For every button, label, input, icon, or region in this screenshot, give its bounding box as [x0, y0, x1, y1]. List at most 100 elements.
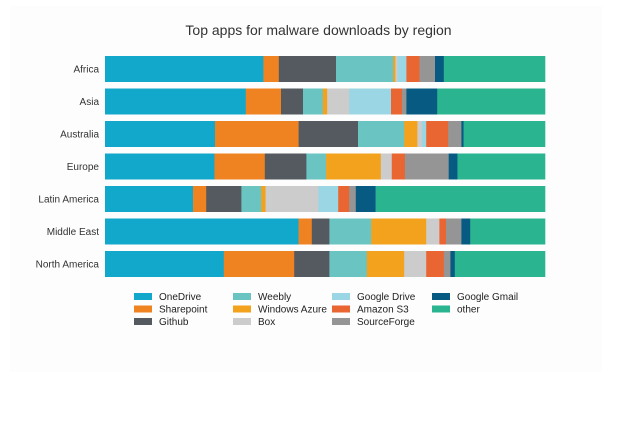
bar-segment-north-america-box [404, 251, 427, 277]
bar-segment-latin-america-google-gmail [355, 186, 376, 212]
bar-segment-australia-weebly [358, 121, 405, 147]
bar-segment-africa-github [278, 56, 337, 82]
legend-item-amazon-s3[interactable]: Amazon S3 [332, 305, 409, 316]
bar-segment-north-america-other [454, 251, 546, 277]
legend-swatch-sourceforge [332, 318, 350, 325]
bar-segment-latin-america-google-drive [318, 186, 339, 212]
bar-segment-europe-box [380, 153, 393, 180]
bar-segment-europe-sharepoint [214, 153, 266, 180]
legend-swatch-weebly [233, 293, 251, 300]
legend-swatch-google-gmail [432, 293, 450, 300]
bar-segment-north-america-sharepoint [223, 251, 295, 277]
bar-segment-europe-other [457, 153, 546, 180]
legend-label-amazon-s3: Amazon S3 [357, 305, 409, 316]
legend-item-github[interactable]: Github [134, 317, 189, 328]
bar-segment-europe-amazon-s3 [391, 153, 406, 180]
legend-item-windows-azure[interactable]: Windows Azure [233, 305, 327, 316]
legend-swatch-google-drive [332, 293, 350, 300]
legend-swatch-github [134, 318, 152, 325]
bar-segment-latin-america-amazon-s3 [338, 186, 350, 212]
bar-segment-asia-onedrive [105, 88, 247, 115]
legend-swatch-other [432, 305, 450, 313]
bar-segment-asia-amazon-s3 [391, 88, 403, 115]
category-label-europe: Europe [67, 162, 100, 173]
bar-segment-middle-east-github [311, 218, 330, 245]
bar-segment-europe-google-gmail [448, 153, 458, 180]
legend-item-sharepoint[interactable]: Sharepoint [134, 305, 208, 316]
category-label-north-america: North America [36, 260, 100, 271]
bar-segment-africa-google-gmail [435, 56, 445, 82]
bar-segment-asia-box [327, 88, 350, 115]
bar-segment-middle-east-amazon-s3 [439, 218, 447, 245]
bar-segment-africa-onedrive [105, 56, 264, 82]
legend-item-box[interactable]: Box [233, 317, 275, 328]
bar-segment-north-america-google-gmail [450, 251, 456, 277]
bar-segment-asia-google-drive [349, 88, 392, 115]
bar-segment-north-america-windows-azure [366, 251, 405, 277]
legend-swatch-box [233, 318, 251, 325]
legend-item-other[interactable]: other [432, 305, 480, 316]
bar-segment-africa-weebly [336, 56, 394, 82]
bar-segment-australia-sourceforge [448, 121, 462, 147]
bar-segment-middle-east-box [426, 218, 440, 245]
legend-swatch-sharepoint [134, 305, 152, 313]
bar-segment-latin-america-weebly [241, 186, 262, 212]
bar-segment-latin-america-sourceforge [349, 186, 357, 212]
legend-item-onedrive[interactable]: OneDrive [134, 292, 202, 303]
legend-label-onedrive: OneDrive [159, 292, 202, 303]
legend-label-google-gmail: Google Gmail [457, 292, 518, 303]
bar-segment-latin-america-github [206, 186, 242, 212]
bar-segment-latin-america-onedrive [105, 186, 194, 212]
legend-item-weebly[interactable]: Weebly [233, 292, 291, 303]
bar-segment-africa-sharepoint [263, 56, 280, 82]
bar-segment-north-america-weebly [329, 251, 368, 277]
bar-segment-north-america-amazon-s3 [426, 251, 445, 277]
bar-segment-latin-america-sharepoint [193, 186, 207, 212]
legend-label-other: other [457, 305, 480, 316]
legend-label-box: Box [258, 317, 275, 328]
bar-segment-north-america-sourceforge [443, 251, 451, 277]
category-label-australia: Australia [60, 130, 99, 141]
bar-segment-asia-github [281, 88, 304, 115]
chart-title: Top apps for malware downloads by region [185, 22, 452, 38]
bar-segment-middle-east-windows-azure [371, 218, 427, 245]
category-label-middle-east: Middle East [47, 227, 99, 238]
legend-label-weebly: Weebly [258, 292, 291, 303]
bar-segment-africa-other [443, 56, 546, 82]
bar-segment-australia-github [298, 121, 359, 147]
bar-segment-north-america-github [294, 251, 330, 277]
bar-segment-australia-google-gmail [461, 121, 464, 147]
bar-segment-middle-east-sharepoint [298, 218, 313, 245]
legend-swatch-amazon-s3 [332, 305, 350, 313]
legend-item-sourceforge[interactable]: SourceForge [332, 317, 415, 328]
bar-segment-asia-windows-azure [322, 88, 328, 115]
legend-item-google-gmail[interactable]: Google Gmail [432, 292, 518, 303]
bar-segment-australia-other [463, 121, 546, 147]
legend-label-google-drive: Google Drive [357, 292, 416, 303]
bar-segment-asia-sharepoint [245, 88, 282, 115]
bar-segment-europe-sourceforge [404, 153, 449, 180]
legend-label-github: Github [159, 317, 189, 328]
bar-segment-asia-weebly [303, 88, 324, 115]
bar-segment-asia-google-gmail [406, 88, 438, 115]
legend-item-google-drive[interactable]: Google Drive [332, 292, 416, 303]
bar-segment-north-america-onedrive [105, 251, 225, 277]
bar-segment-australia-google-drive [421, 121, 427, 147]
bar-segment-europe-windows-azure [326, 153, 382, 180]
bar-segment-africa-amazon-s3 [406, 56, 420, 82]
bar-segment-europe-onedrive [105, 153, 215, 180]
category-label-africa: Africa [73, 65, 99, 76]
bar-segment-africa-box [395, 56, 398, 82]
bar-segment-middle-east-google-gmail [461, 218, 471, 245]
bars-group [105, 56, 546, 277]
bar-segment-asia-other [437, 88, 546, 115]
bar-segment-africa-google-drive [397, 56, 407, 82]
bar-segment-middle-east-onedrive [105, 218, 299, 245]
legend-label-sharepoint: Sharepoint [159, 305, 208, 316]
bar-segment-middle-east-weebly [329, 218, 372, 245]
category-label-latin-america: Latin America [38, 195, 99, 206]
bar-segment-australia-onedrive [105, 121, 216, 147]
bar-segment-latin-america-other [375, 186, 546, 212]
